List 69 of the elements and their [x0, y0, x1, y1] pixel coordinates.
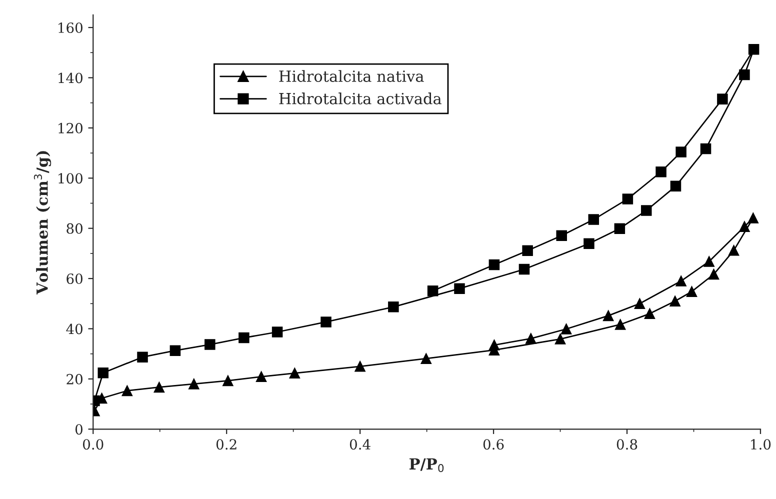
point — [640, 205, 652, 216]
point — [388, 302, 399, 312]
x-tick-label: 0.8 — [616, 439, 638, 450]
point — [526, 333, 536, 344]
y-tick-label: 80 — [66, 223, 82, 234]
point — [256, 371, 267, 382]
point — [588, 214, 600, 225]
point — [676, 146, 686, 158]
point — [204, 339, 216, 350]
point — [656, 166, 666, 178]
point — [614, 223, 626, 234]
point — [686, 286, 698, 297]
point — [676, 276, 686, 286]
point — [518, 264, 530, 275]
y-tick-label: 160 — [58, 22, 82, 33]
point — [739, 221, 750, 232]
point — [272, 326, 283, 338]
point — [427, 285, 438, 296]
point — [522, 245, 533, 256]
y-tick-label: 0 — [75, 424, 82, 435]
point — [122, 385, 133, 396]
point — [644, 308, 656, 320]
point — [560, 324, 572, 334]
point — [728, 245, 740, 256]
point — [554, 334, 566, 344]
point — [488, 340, 500, 350]
y-tick-label: 60 — [66, 274, 82, 284]
y-tick-label: 40 — [66, 324, 82, 334]
point — [717, 94, 728, 104]
point — [670, 296, 680, 307]
point — [488, 259, 500, 270]
point — [98, 368, 109, 378]
point — [222, 375, 234, 386]
point — [700, 143, 712, 154]
point — [634, 298, 646, 310]
point — [708, 268, 720, 280]
point — [748, 44, 760, 55]
point — [622, 194, 634, 204]
point — [556, 230, 567, 241]
point — [354, 361, 366, 372]
point — [454, 283, 465, 294]
x-tick-label: 0.0 — [82, 439, 104, 450]
point — [137, 352, 148, 362]
point — [320, 316, 332, 328]
y-tick-label: 140 — [58, 72, 82, 84]
point — [289, 368, 300, 379]
point — [420, 353, 432, 364]
point — [188, 378, 200, 390]
y-tick-label: 120 — [58, 122, 82, 134]
legend-label: Hidrotalcita activada — [279, 92, 442, 104]
x-tick-label: 0.2 — [216, 439, 236, 450]
point — [238, 332, 250, 344]
point — [704, 256, 714, 267]
point — [602, 310, 614, 322]
point — [584, 238, 594, 250]
legend-label: Hidrotalcita nativa — [279, 70, 424, 82]
x-tick-label: 1.0 — [751, 439, 771, 450]
x-axis-title: P/P$_{0}$ — [409, 458, 444, 472]
point — [170, 345, 181, 356]
point — [748, 212, 759, 224]
x-tick-label: 0.6 — [483, 439, 504, 450]
point — [614, 319, 626, 330]
y-axis-title: Volumen (cm$^{3}$/g) — [34, 151, 52, 295]
point — [670, 180, 682, 192]
x-tick-label: 0.4 — [350, 439, 370, 450]
point — [154, 382, 165, 393]
y-tick-label: 100 — [58, 173, 82, 184]
point — [739, 69, 750, 80]
y-tick-label: 20 — [66, 374, 82, 384]
